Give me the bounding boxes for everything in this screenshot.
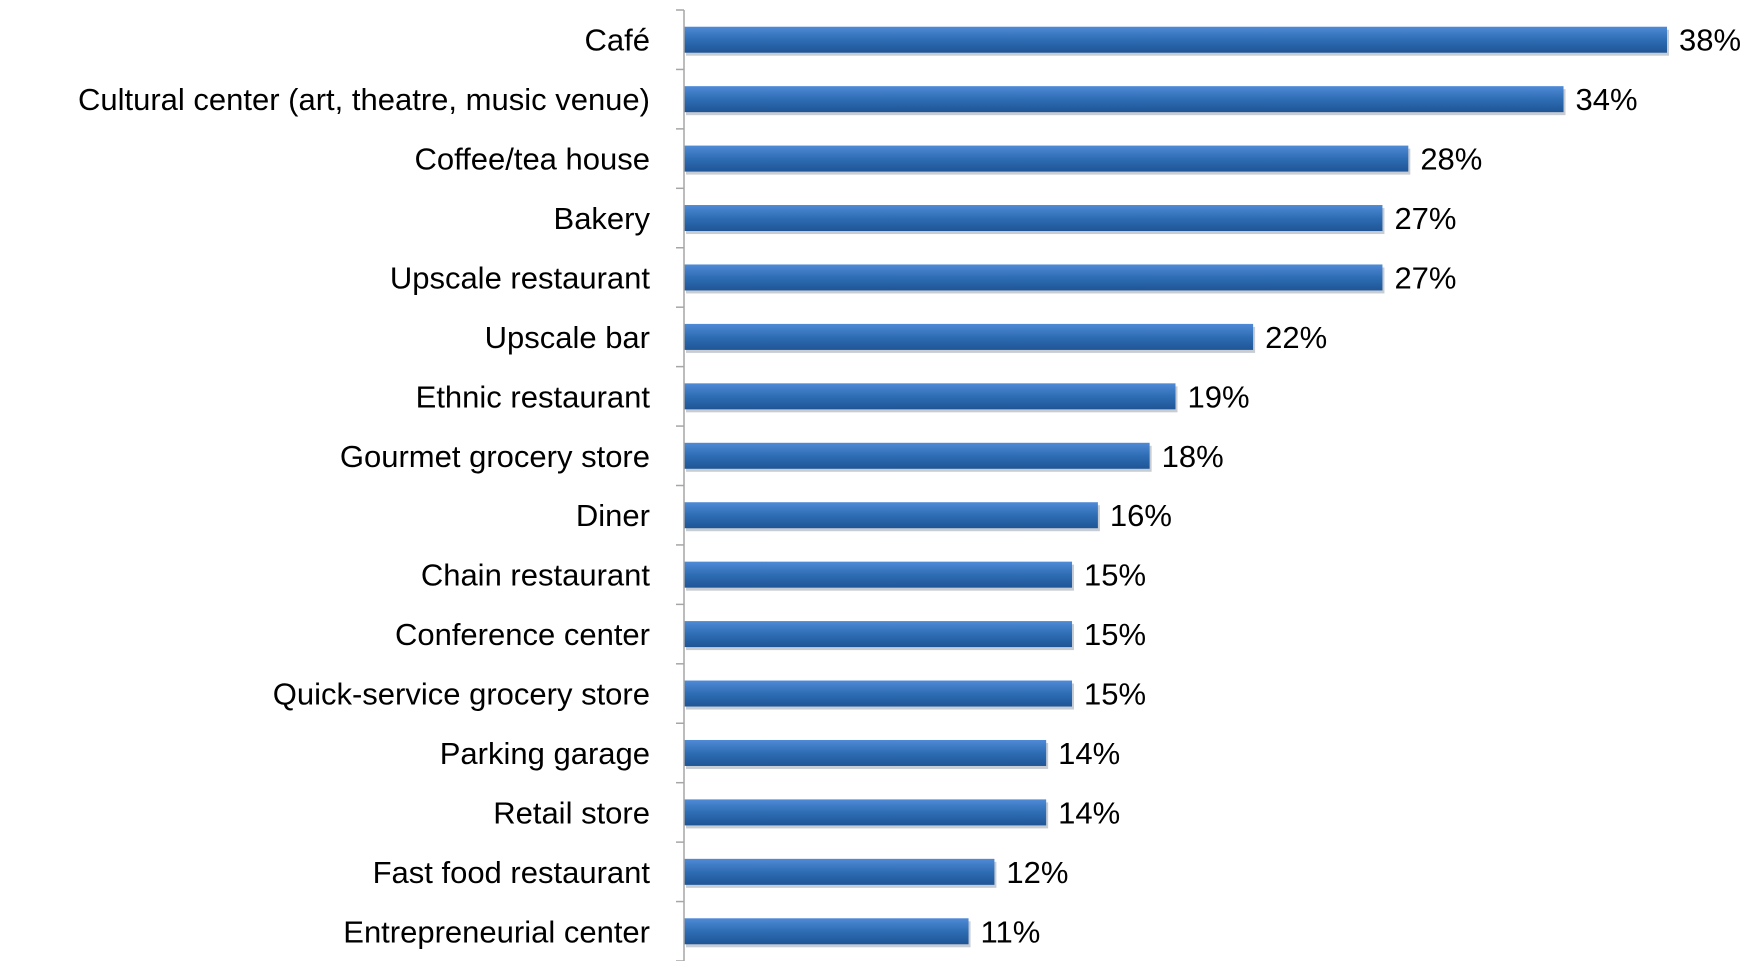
- category-label: Diner: [576, 498, 650, 533]
- category-label: Retail store: [493, 795, 650, 830]
- bar: [684, 561, 1073, 588]
- category-axis: [676, 9, 685, 961]
- bar: [684, 383, 1176, 410]
- value-labels: 38% 34% 28% 27% 27% 22% 19% 18% 16% 15% 15% 15% 14% 1…: [981, 23, 1741, 950]
- bar: [684, 145, 1409, 172]
- bar: [684, 502, 1098, 529]
- value-label: 12%: [1006, 855, 1068, 890]
- value-label: 19%: [1188, 379, 1250, 414]
- bar: [684, 264, 1383, 291]
- value-label: 28%: [1420, 142, 1482, 177]
- bar: [684, 799, 1047, 826]
- category-label: Chain restaurant: [421, 558, 651, 593]
- value-label: 38%: [1679, 23, 1741, 58]
- bar: [684, 739, 1047, 766]
- bar: [684, 86, 1564, 113]
- value-label: 27%: [1394, 201, 1456, 236]
- value-label: 16%: [1110, 498, 1172, 533]
- category-label: Upscale bar: [485, 320, 650, 355]
- bar: [684, 858, 995, 885]
- category-label: Quick-service grocery store: [273, 677, 650, 712]
- category-label: Parking garage: [440, 736, 650, 771]
- value-label: 34%: [1576, 82, 1638, 117]
- category-label: Coffee/tea house: [414, 142, 650, 177]
- value-label: 15%: [1084, 617, 1146, 652]
- bar: [684, 26, 1667, 53]
- bar: [684, 323, 1254, 350]
- bar: [684, 680, 1073, 707]
- value-label: 14%: [1058, 736, 1120, 771]
- value-label: 27%: [1394, 260, 1456, 295]
- value-label: 11%: [981, 914, 1041, 949]
- category-label: Bakery: [554, 201, 651, 236]
- value-label: 15%: [1084, 677, 1146, 712]
- value-label: 15%: [1084, 558, 1146, 593]
- category-label: Café: [585, 23, 650, 58]
- bar: [684, 621, 1073, 648]
- bar: [684, 205, 1383, 232]
- bars-layer: [684, 26, 1669, 948]
- value-label: 22%: [1265, 320, 1327, 355]
- category-label: Ethnic restaurant: [416, 379, 651, 414]
- category-label: Conference center: [395, 617, 650, 652]
- category-labels: Café Cultural center (art, theatre, music…: [78, 23, 651, 950]
- category-label: Entrepreneurial center: [343, 914, 650, 949]
- value-label: 14%: [1058, 795, 1120, 830]
- bar: [684, 918, 969, 945]
- category-label: Fast food restaurant: [373, 855, 651, 890]
- category-label: Gourmet grocery store: [340, 439, 650, 474]
- category-label: Cultural center (art, theatre, music ven…: [78, 82, 650, 117]
- value-label: 18%: [1162, 439, 1224, 474]
- bar: [684, 442, 1150, 469]
- category-label: Upscale restaurant: [390, 260, 651, 295]
